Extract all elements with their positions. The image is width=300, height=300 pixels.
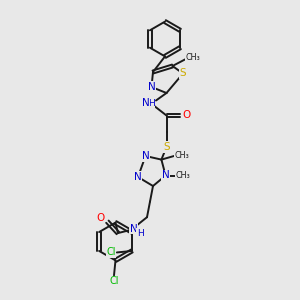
Text: CH₃: CH₃ xyxy=(174,151,189,160)
Text: N: N xyxy=(130,224,137,234)
Text: CH₃: CH₃ xyxy=(175,171,190,180)
Text: Cl: Cl xyxy=(109,276,119,286)
Text: H: H xyxy=(148,99,155,108)
Text: H: H xyxy=(137,229,143,238)
Text: O: O xyxy=(182,110,191,121)
Text: N: N xyxy=(148,82,155,92)
Text: CH₃: CH₃ xyxy=(185,53,200,62)
Text: N: N xyxy=(142,98,150,109)
Text: N: N xyxy=(162,170,170,181)
Text: O: O xyxy=(97,213,105,223)
Text: S: S xyxy=(163,142,170,152)
Text: Cl: Cl xyxy=(106,248,116,257)
Text: S: S xyxy=(180,68,186,79)
Text: N: N xyxy=(142,151,149,161)
Text: N: N xyxy=(134,172,142,182)
